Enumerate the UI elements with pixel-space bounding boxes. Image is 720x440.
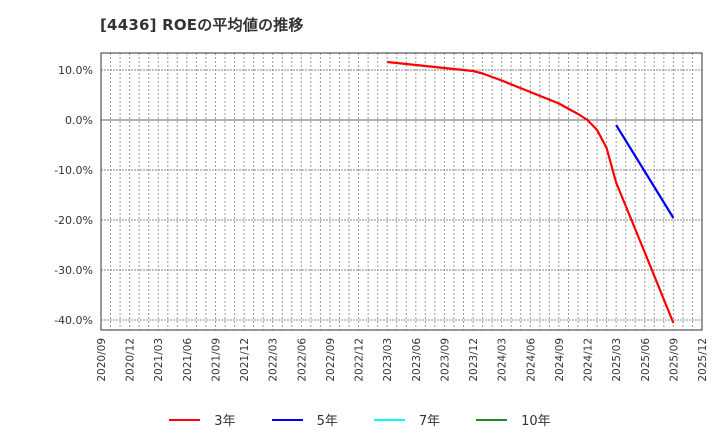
legend-swatch-3yr — [169, 418, 201, 421]
legend-swatch-5yr — [271, 418, 303, 421]
x-tick-label: 2025/06 — [640, 338, 652, 382]
y-tick-label: -10.0% — [54, 164, 93, 177]
legend-label-5yr: 5年 — [316, 414, 338, 429]
y-tick-label: 10.0% — [58, 64, 93, 77]
legend-swatch-10yr — [476, 418, 508, 421]
x-tick-label: 2024/03 — [497, 338, 509, 382]
series-5年-line — [615, 124, 675, 219]
legend-swatch-7yr — [373, 418, 405, 421]
x-tick-label: 2022/09 — [325, 338, 337, 382]
x-tick-label: 2022/03 — [268, 338, 280, 382]
series-3yr-line — [387, 60, 675, 324]
x-tick-label: 2024/12 — [583, 338, 595, 382]
x-tick-label: 2021/06 — [182, 338, 194, 382]
legend-item-10yr: 10年 — [476, 410, 551, 429]
x-tick-label: 2025/12 — [697, 338, 709, 382]
x-tick-label: 2023/06 — [411, 338, 423, 382]
x-tick-label: 2022/06 — [296, 338, 308, 382]
y-tick-label: -30.0% — [54, 264, 93, 277]
x-tick-label: 2024/09 — [554, 338, 566, 382]
y-tick-label: 0.0% — [65, 114, 93, 127]
x-tick-label: 2023/09 — [439, 338, 451, 382]
legend-label-10yr: 10年 — [521, 414, 551, 429]
plot-frame — [100, 52, 703, 331]
x-tick-label: 2021/12 — [239, 338, 251, 382]
x-tick-label: 2021/03 — [153, 338, 165, 382]
x-tick-label: 2023/03 — [382, 338, 394, 382]
legend-item-7yr: 7年 — [373, 410, 441, 429]
y-tick-label: -20.0% — [54, 214, 93, 227]
x-tick-label: 2024/06 — [525, 338, 537, 382]
legend-label-7yr: 7年 — [418, 414, 441, 429]
legend-label-3yr: 3年 — [214, 414, 236, 429]
legend: 3年 5年 7年 10年 — [0, 410, 720, 429]
x-tick-label: 2025/03 — [611, 338, 623, 382]
x-tick-label: 2020/09 — [96, 338, 108, 382]
x-tick-label: 2022/12 — [354, 338, 366, 382]
legend-item-5yr: 5年 — [271, 410, 338, 429]
x-tick-label: 2021/09 — [210, 338, 222, 382]
y-tick-label: -40.0% — [54, 314, 93, 327]
x-tick-label: 2023/12 — [468, 338, 480, 382]
legend-item-3yr: 3年 — [169, 410, 236, 429]
chart-title: [4436] ROEの平均値の推移 — [100, 16, 304, 34]
x-tick-label: 2020/12 — [125, 338, 137, 382]
x-tick-label: 2025/09 — [668, 338, 680, 382]
